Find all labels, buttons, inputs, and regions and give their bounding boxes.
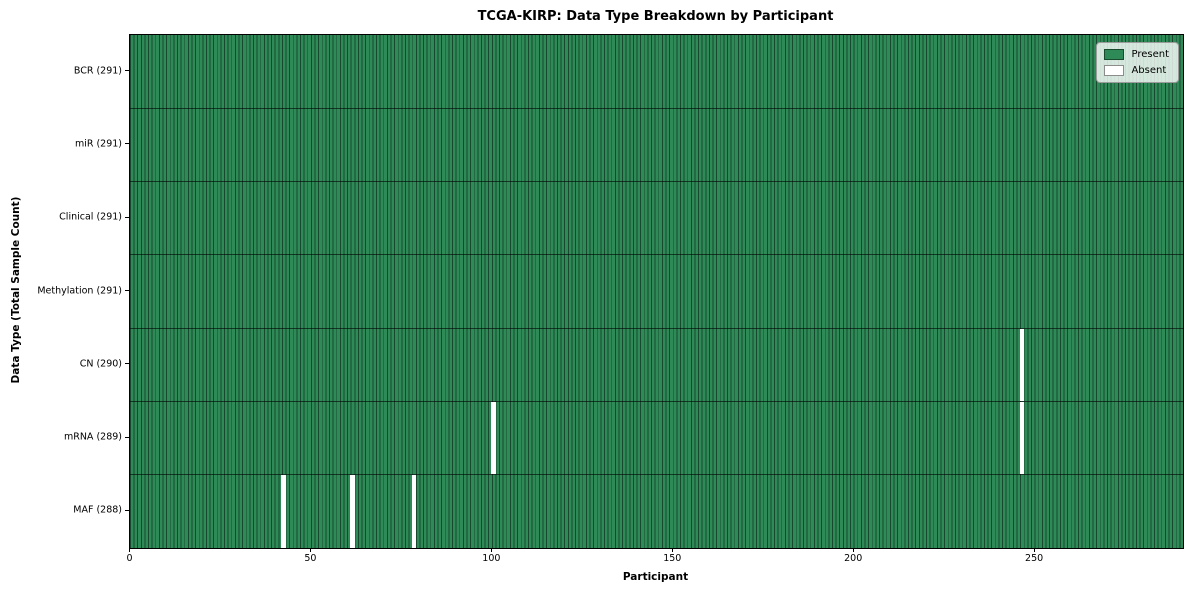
- x-tick-mark: [1033, 548, 1035, 552]
- legend-label: Absent: [1131, 65, 1167, 76]
- y-tick-label-BCR: BCR (291): [73, 65, 122, 77]
- y-tick-mark: [125, 436, 129, 438]
- row-separator: [130, 181, 1183, 183]
- legend: Present Absent: [1096, 42, 1179, 83]
- x-tick-label-150: 150: [663, 553, 682, 564]
- row-separator: [130, 254, 1183, 256]
- x-tick-mark: [671, 548, 673, 552]
- row-separator: [130, 474, 1183, 476]
- y-tick-label-Methylation: Methylation (291): [37, 285, 122, 296]
- absent-cell-mRNA-246: [1019, 401, 1025, 475]
- absent-cell-MAF-78: [411, 475, 417, 548]
- row-separator: [130, 327, 1183, 329]
- y-tick-label-mRNA: mRNA (289): [63, 431, 122, 443]
- y-tick-label-Clinical: Clinical (291): [59, 211, 122, 223]
- chart-title: TCGA-KIRP: Data Type Breakdown by Partic…: [477, 9, 834, 24]
- x-tick-label-100: 100: [482, 553, 501, 564]
- legend-label: Present: [1131, 49, 1169, 60]
- legend-swatch-present: [1104, 49, 1125, 60]
- x-tick-mark: [129, 548, 130, 552]
- row-separator: [130, 400, 1183, 402]
- plot-area: Present Absent: [129, 34, 1184, 549]
- y-tick-label-miR: miR (291): [74, 138, 122, 150]
- x-axis-label: Participant: [622, 571, 689, 583]
- y-tick-mark: [125, 290, 129, 291]
- row-separator: [130, 107, 1183, 109]
- absent-cell-MAF-42: [281, 475, 287, 548]
- x-tick-label-0: 0: [126, 553, 133, 564]
- legend-swatch-absent: [1104, 65, 1125, 76]
- y-tick-mark: [125, 363, 129, 365]
- legend-item-absent: Absent: [1104, 65, 1169, 76]
- x-tick-label-200: 200: [844, 553, 863, 564]
- x-tick-mark: [490, 548, 492, 552]
- y-tick-mark: [125, 509, 129, 511]
- absent-cell-CN-246: [1019, 328, 1025, 401]
- y-tick-mark: [125, 216, 129, 218]
- y-tick-label-CN: CN (290): [79, 358, 122, 370]
- absent-cell-MAF-61: [350, 475, 355, 548]
- x-tick-mark: [852, 548, 854, 552]
- y-tick-mark: [125, 70, 129, 72]
- legend-item-present: Present: [1104, 49, 1169, 60]
- absent-cell-mRNA-100: [491, 401, 496, 475]
- x-tick-label-50: 50: [304, 553, 317, 564]
- x-tick-mark: [309, 548, 311, 552]
- y-tick-label-MAF: MAF (288): [73, 504, 122, 516]
- y-tick-mark: [125, 143, 129, 145]
- x-tick-label-250: 250: [1025, 553, 1044, 564]
